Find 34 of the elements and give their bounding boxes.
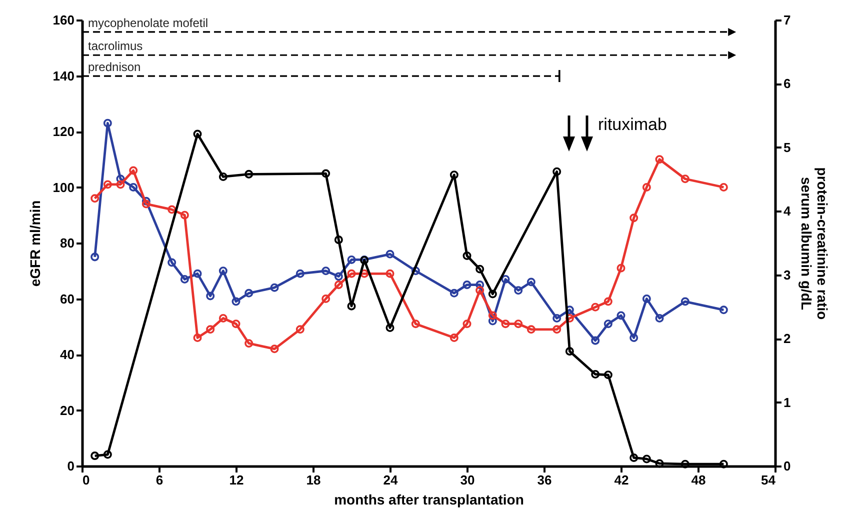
x-tick-label: 0 xyxy=(82,472,90,488)
y-tick-label: 140 xyxy=(52,68,74,84)
annotation: mycophenolate mofetil xyxy=(88,16,208,30)
y-tick-label: 0 xyxy=(67,458,74,474)
y-tick-label: 100 xyxy=(52,180,74,195)
y2-tick-label: 1 xyxy=(784,394,791,410)
y2-tick-label: 2 xyxy=(784,331,791,346)
y-tick-label: 120 xyxy=(52,124,74,139)
y2-tick-label: 0 xyxy=(784,458,791,474)
x-tick-label: 12 xyxy=(229,472,244,488)
x-tick-label: 30 xyxy=(460,472,475,488)
annotation: prednison xyxy=(88,60,141,74)
x-axis-title: months after transplantation xyxy=(334,492,524,508)
y2-tick-label: 7 xyxy=(784,12,791,28)
x-tick-label: 24 xyxy=(383,472,398,488)
y-tick-label: 40 xyxy=(60,347,74,362)
y-tick-label: 20 xyxy=(60,402,74,418)
x-tick-label: 36 xyxy=(537,472,552,488)
y2-tick-label: 5 xyxy=(784,140,791,155)
y2-tick-label: 3 xyxy=(784,267,791,282)
x-tick-label: 18 xyxy=(306,472,321,488)
y2-tick-label: 6 xyxy=(784,76,791,92)
x-tick-label: 48 xyxy=(691,472,706,488)
y-tick-label: 80 xyxy=(60,236,74,250)
annotation: tacrolimus xyxy=(88,39,143,54)
y2-axis-title: protein-creatinine ratio serum albumin g/dL xyxy=(798,167,831,320)
x-tick-label: 6 xyxy=(156,472,164,488)
x-tick-label: 54 xyxy=(761,472,776,488)
y2-tick-label: 4 xyxy=(784,204,792,219)
y-axis-title: eGFR ml/min xyxy=(26,200,43,287)
annotation: rituximab xyxy=(598,115,667,134)
y-tick-label: 160 xyxy=(52,12,74,28)
y-tick-label: 60 xyxy=(60,291,74,306)
x-tick-label: 42 xyxy=(614,472,629,488)
